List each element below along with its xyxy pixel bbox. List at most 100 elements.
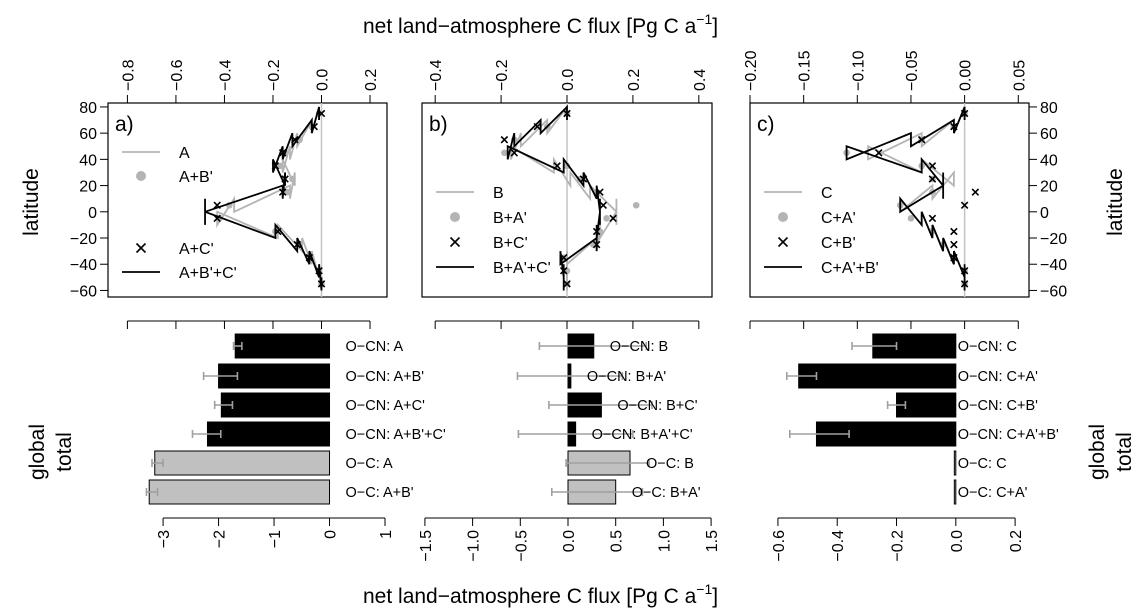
y-tick-label: −60: [1040, 283, 1067, 300]
y-tick-label: 60: [1040, 126, 1058, 143]
lower-tick-label: 0.5: [609, 530, 626, 552]
bar-label: O−C: C: [958, 456, 1007, 472]
lower-tick-label: −1.0: [466, 530, 483, 562]
legend-swatch: [777, 236, 789, 248]
series-black-line: [845, 106, 966, 291]
top-tick-label: 0.00: [958, 60, 975, 91]
bar: [953, 479, 957, 505]
bar-label: O−CN: C: [958, 339, 1017, 355]
lat-panel-3: −0.20 −0.15 −0.10 −0.05 0.00 0.05 −60 −40 −20 0 20…: [743, 50, 1067, 300]
series-grey-line: [216, 106, 323, 291]
plot-frame: [107, 102, 388, 298]
lower-tick-label: 1: [378, 530, 395, 539]
bar: [953, 450, 957, 476]
y-tick-label: 60: [79, 126, 97, 143]
lower-tick-label: 1.0: [656, 530, 673, 552]
lower-tick-label: −2: [212, 530, 229, 548]
point-grey-dot: [276, 162, 284, 170]
y-tick-label: 20: [1040, 179, 1058, 196]
series-grey-line: [867, 106, 966, 291]
lower-tick-label: −0.2: [890, 530, 907, 562]
y-tick-label: −60: [70, 283, 97, 300]
bar: [220, 392, 331, 418]
legend-label: B+C': [493, 235, 528, 252]
legend-swatch: [135, 242, 147, 254]
bar-label: O−CN: B: [610, 339, 668, 355]
lower-tick-label: 0.2: [1008, 530, 1025, 552]
point-grey-dot: [563, 162, 571, 170]
latitude-label-right: latitude: [1104, 168, 1127, 236]
point-grey-dot: [501, 149, 508, 157]
total-label-left: total: [53, 432, 76, 472]
y-tick-label: 0: [1040, 205, 1049, 222]
top-tick-label: −0.2: [494, 59, 511, 91]
global-panel-3: −0.6 −0.4 −0.2 0.0 0.2 O−CN: C O−CN: C+A' O−CN:…: [749, 320, 1059, 562]
top-tick-label: −0.8: [120, 59, 137, 91]
legend-label: C+A': [821, 210, 856, 227]
panel-label: b): [429, 113, 448, 136]
total-label-right: total: [1113, 432, 1133, 472]
lower-tick-label: 1.5: [704, 530, 721, 552]
panels: −0.8 −0.6 −0.4 −0.2 0.0 0.2−60−40−20020406080…: [70, 50, 1067, 561]
legend-label: A+B'+C': [179, 265, 237, 282]
lower-tick-label: −1: [267, 530, 284, 548]
point-grey-dot: [632, 201, 640, 209]
point-cross: [609, 214, 617, 223]
bar-label: O−CN: B+A'+C': [592, 427, 693, 443]
legend-swatch: [450, 212, 460, 222]
plot-frame: [749, 102, 1030, 298]
panel-label: c): [757, 113, 775, 136]
top-tick-label: 0.0: [560, 69, 577, 91]
bar-label: O−CN: B+C': [617, 398, 697, 414]
global-label-left: global: [26, 424, 49, 480]
bar-label: O−CN: C+A': [958, 369, 1038, 385]
y-tick-label: −20: [1040, 231, 1067, 248]
panel-label: a): [115, 113, 134, 136]
bar-label: O−CN: C+A'+B': [958, 427, 1059, 443]
y-tick-label: 0: [88, 205, 97, 222]
bar-label: O−CN: A+B'+C': [346, 427, 446, 443]
point-cross: [500, 135, 509, 144]
bar: [234, 333, 331, 359]
global-label-right: global: [1086, 424, 1109, 480]
point-cross: [928, 175, 937, 183]
point-grey-dot: [603, 215, 610, 222]
bar: [798, 363, 957, 389]
top-tick-label: −0.4: [217, 59, 234, 91]
lat-panel-1: −0.8 −0.6 −0.4 −0.2 0.0 0.2 −60 −40 −20 0 20 40 60 80…: [70, 59, 388, 300]
y-tick-label: 80: [1040, 100, 1058, 117]
legend-swatch: [136, 171, 146, 181]
point-cross: [950, 240, 958, 249]
lower-tick-label: 0.0: [561, 530, 578, 552]
legend-label: B: [493, 185, 504, 202]
global-panel-2: −1.5 −1.0 −0.5 0.0 0.5 1.0 1.5 O−CN: B O−CN: B+A…: [418, 320, 721, 562]
lower-tick-label: 0: [323, 530, 340, 539]
legend-label: A+C': [179, 241, 214, 258]
y-tick-label: −40: [70, 257, 97, 274]
lower-tick-label: −0.6: [771, 530, 788, 562]
series-black-line: [204, 106, 323, 291]
legend-label: B+A'+C': [493, 260, 551, 277]
top-tick-label: −0.15: [797, 50, 814, 91]
top-tick-label: −0.05: [904, 50, 921, 91]
y-tick-label: −40: [1040, 257, 1067, 274]
legend-label: C: [821, 185, 833, 202]
top-tick-label: −0.4: [428, 59, 445, 91]
bar-label: O−C: C+A': [958, 485, 1028, 501]
y-tick-label: 80: [79, 100, 97, 117]
point-cross: [599, 201, 608, 210]
top-tick-label: 0.2: [626, 69, 643, 91]
point-cross: [960, 201, 969, 210]
bar: [206, 421, 331, 447]
lat-panel-2: −0.4 −0.2 0.0 0.2 0.4 b) B B+A' B+C' B+A'+C': [421, 59, 713, 298]
point-grey-dot: [907, 215, 915, 222]
lower-tick-label: −0.5: [513, 530, 530, 562]
bar-label: O−C: A: [346, 456, 393, 472]
lower-tick-label: 0.0: [949, 530, 966, 552]
global-panel-1: −3 −2 −1 0 1 O−CN: A O−CN: A+B' O−CN: A+C' O−CN:…: [126, 320, 446, 548]
bar-label: O−C: B+A': [632, 485, 701, 501]
point-grey-dot: [284, 188, 291, 196]
legend-label: A: [179, 145, 190, 162]
series-black-line: [506, 104, 601, 291]
